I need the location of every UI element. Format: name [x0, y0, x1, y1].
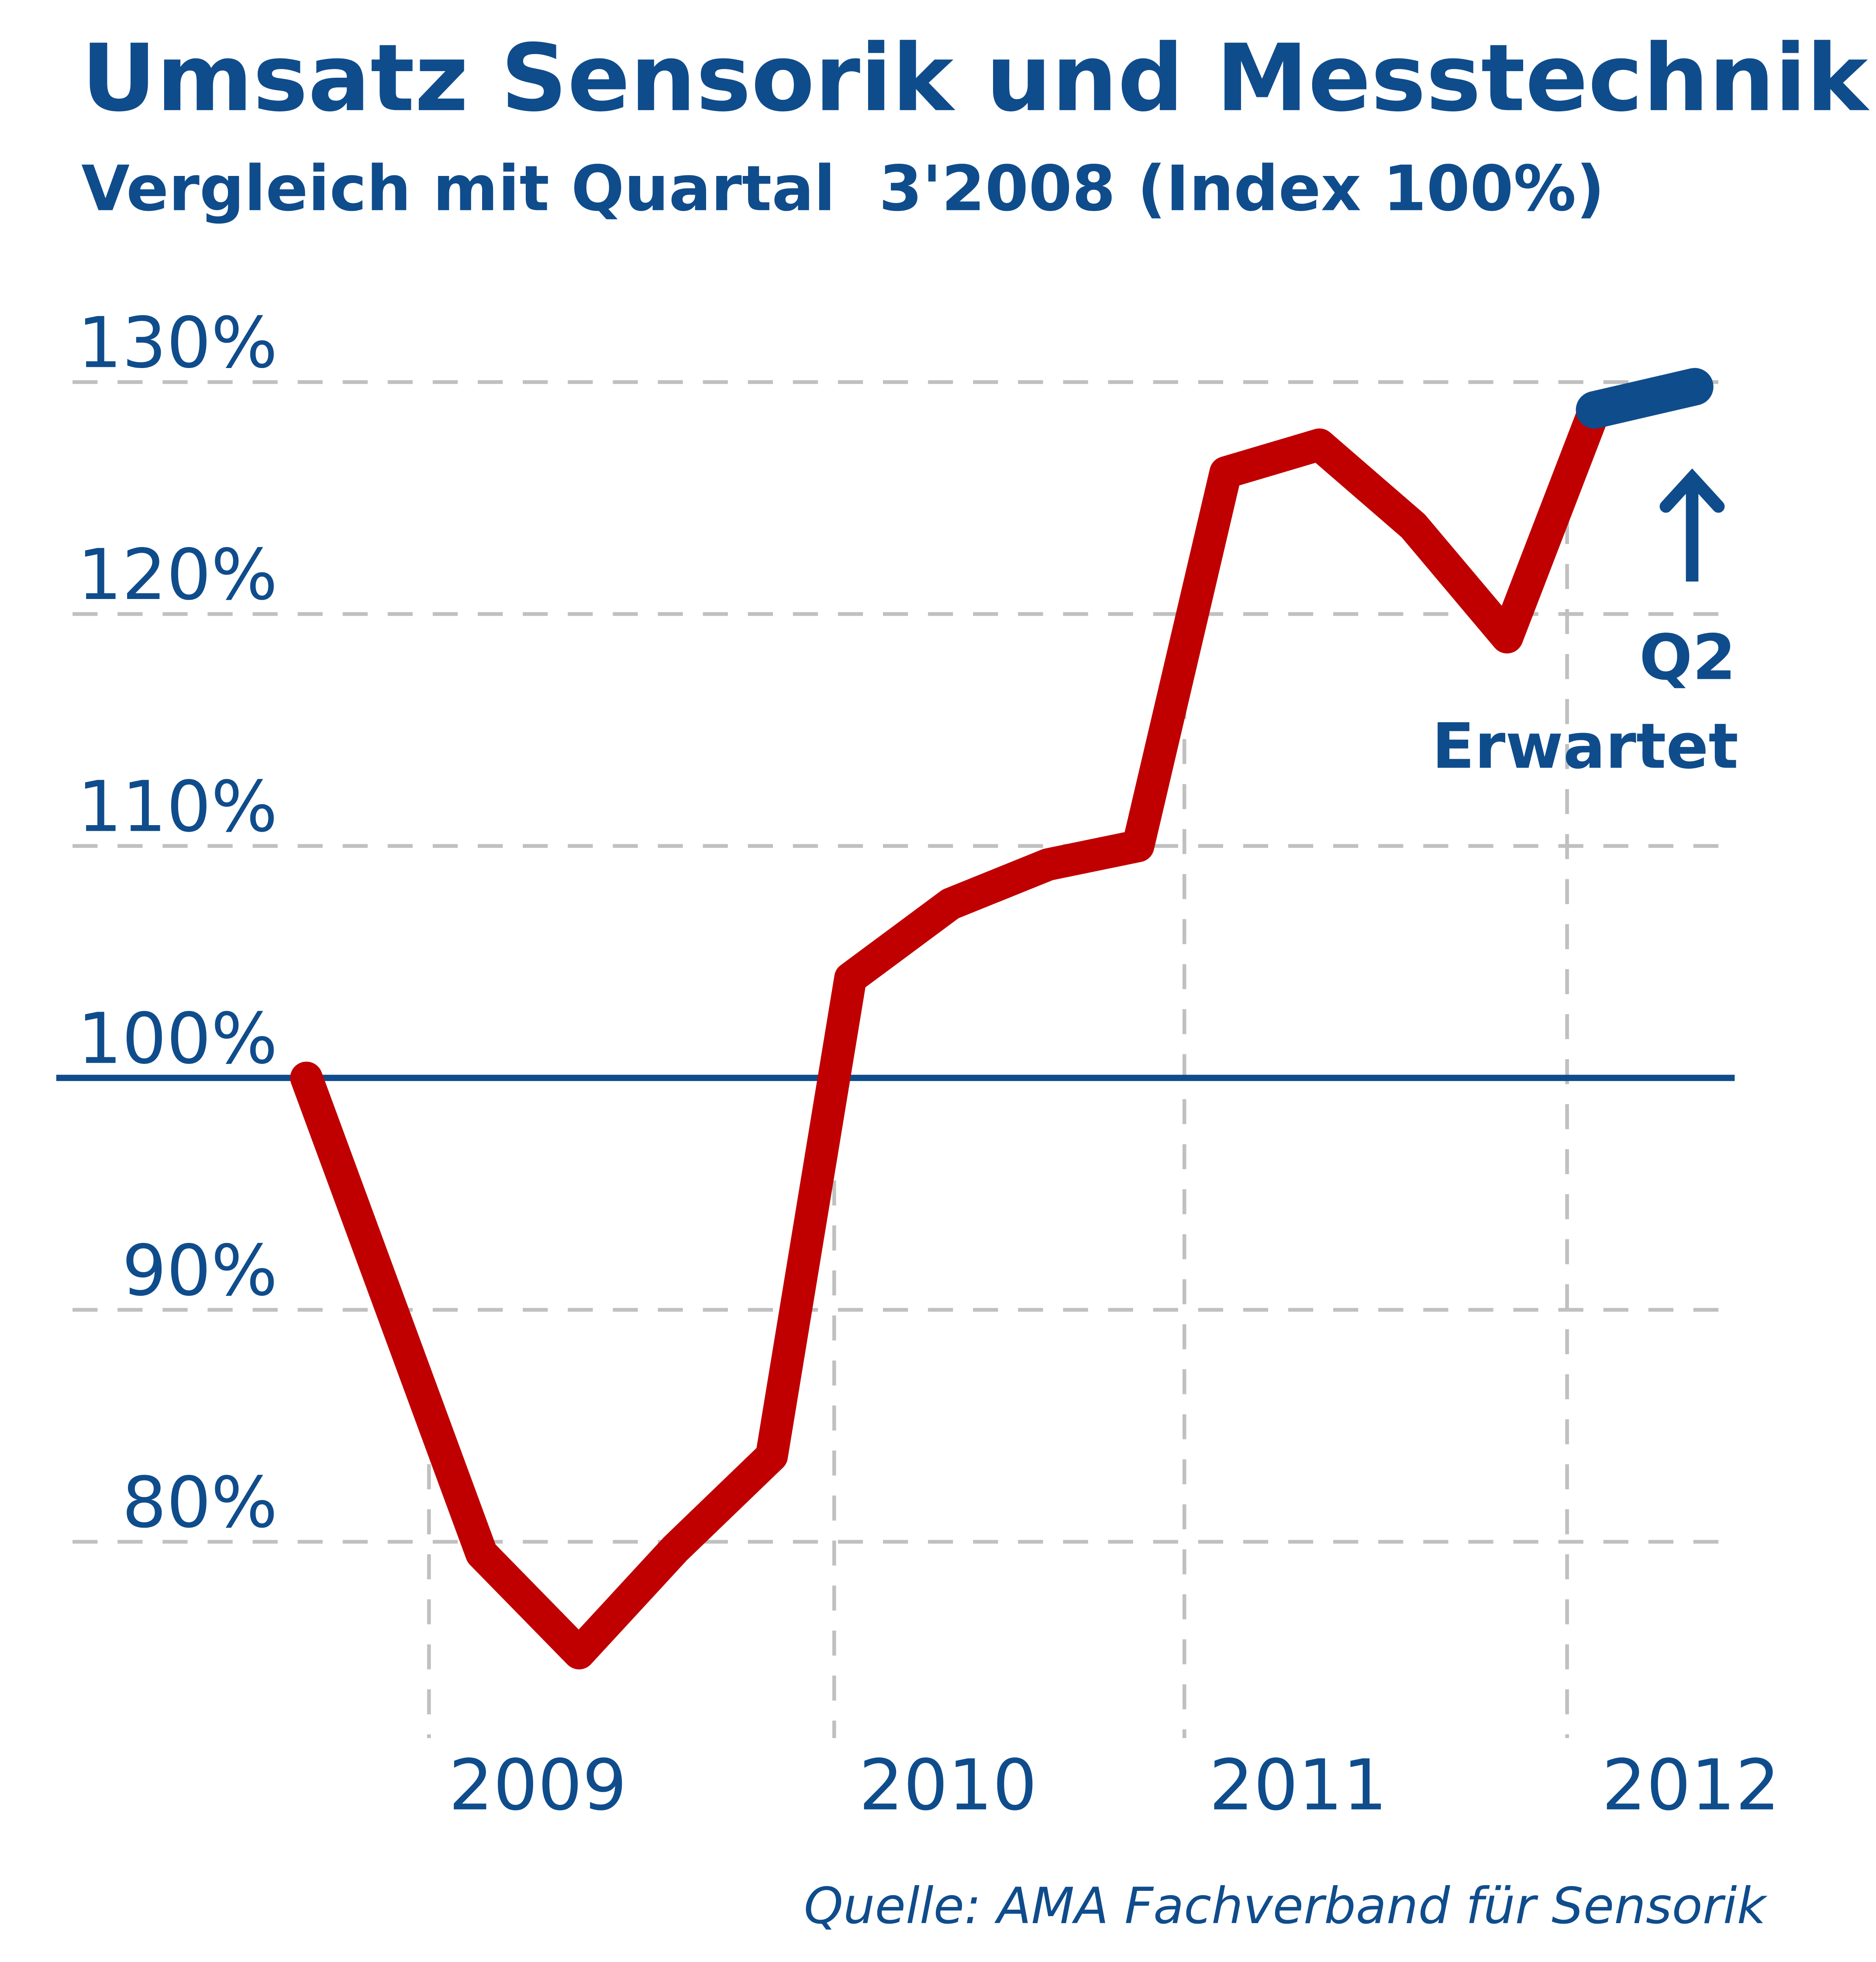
source-note: Quelle: AMA Fachverband für Sensorik — [804, 1877, 1768, 1935]
data-point — [1224, 471, 1227, 474]
chart-subtitle: Vergleich mit Quartal 3'2008 (Index 100%… — [81, 152, 1605, 225]
expected-arrow-icon — [1659, 468, 1725, 582]
x-tick-label: 2011 — [1209, 1744, 1387, 1826]
x-tick-label: 2009 — [448, 1744, 627, 1826]
y-tick-label: 80% — [122, 1462, 277, 1543]
x-tick-label: 2010 — [859, 1744, 1037, 1826]
chart-title: Umsatz Sensorik und Messtechnik — [81, 24, 1869, 132]
data-point — [849, 977, 852, 980]
annotation-q2: Q2 — [1639, 621, 1736, 694]
x-tick-label: 2012 — [1602, 1744, 1780, 1826]
series-expected-line — [1576, 368, 1714, 429]
y-axis: 80% 90% 100% 110% 120% 130% — [77, 302, 278, 1543]
data-point — [949, 902, 952, 905]
data-point — [480, 1552, 483, 1555]
data-point — [1593, 409, 1596, 411]
data-point — [1693, 385, 1696, 388]
data-point — [1412, 524, 1415, 527]
series — [290, 368, 1714, 1669]
y-tick-label: 110% — [77, 766, 278, 847]
y-tick-label: 100% — [77, 998, 278, 1080]
data-point — [674, 1547, 677, 1550]
y-tick-label: 120% — [77, 534, 278, 616]
y-tick-label: 90% — [122, 1230, 277, 1311]
series-actual-line — [290, 393, 1611, 1669]
data-point — [1318, 443, 1321, 446]
data-point — [1137, 844, 1140, 847]
data-point — [578, 1652, 580, 1655]
x-axis: 2009 2010 2011 2012 — [448, 1744, 1780, 1826]
data-point — [1506, 636, 1508, 639]
annotation-expected: Erwartet — [1432, 710, 1738, 783]
y-tick-label: 130% — [77, 302, 278, 384]
grid — [72, 380, 1738, 1738]
data-point — [770, 1455, 773, 1457]
data-point — [1047, 863, 1049, 866]
data-point — [305, 1077, 308, 1079]
